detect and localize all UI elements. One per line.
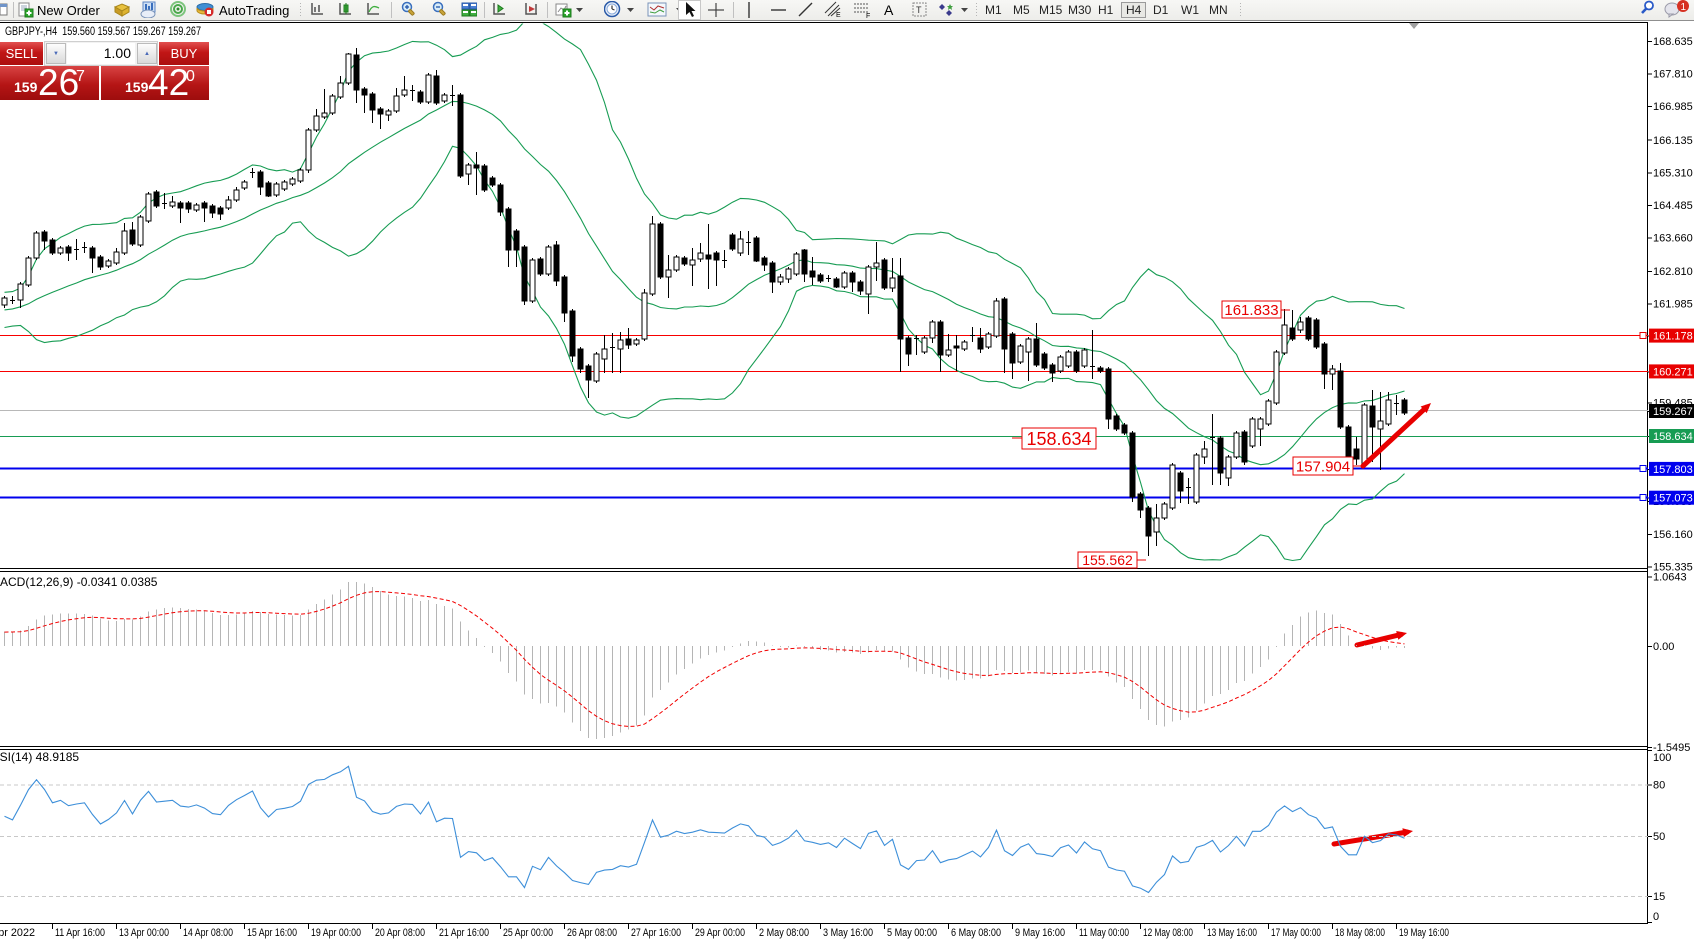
- svg-text:F: F: [866, 13, 870, 19]
- svg-text:12 May 08:00: 12 May 08:00: [1143, 927, 1193, 939]
- svg-text:21 Apr 16:00: 21 Apr 16:00: [439, 927, 489, 939]
- svg-text:19 May 16:00: 19 May 16:00: [1399, 927, 1449, 939]
- svg-text:E: E: [836, 12, 841, 19]
- svg-text:161.985: 161.985: [1653, 299, 1693, 311]
- svg-text:11 Apr 16:00: 11 Apr 16:00: [55, 927, 105, 939]
- svg-text:MACD(12,26,9) -0.0341 0.0385: MACD(12,26,9) -0.0341 0.0385: [0, 575, 158, 589]
- svg-text:29 Apr 00:00: 29 Apr 00:00: [695, 927, 745, 939]
- svg-text:165.310: 165.310: [1653, 167, 1693, 179]
- svg-text:167.810: 167.810: [1653, 69, 1693, 81]
- svg-text:17 May 00:00: 17 May 00:00: [1271, 927, 1321, 939]
- svg-text:168.635: 168.635: [1653, 36, 1693, 48]
- svg-text:13 May 16:00: 13 May 16:00: [1207, 927, 1257, 939]
- svg-text:Apr 2022: Apr 2022: [0, 927, 35, 939]
- svg-text:RSI(14) 48.9185: RSI(14) 48.9185: [0, 750, 79, 764]
- svg-text:1: 1: [1681, 2, 1687, 13]
- svg-text:15: 15: [1653, 891, 1665, 903]
- svg-text:166.135: 166.135: [1653, 135, 1693, 147]
- svg-text:27 Apr 16:00: 27 Apr 16:00: [631, 927, 681, 939]
- svg-text:6 May 08:00: 6 May 08:00: [951, 927, 1001, 939]
- svg-text:18 May 08:00: 18 May 08:00: [1335, 927, 1385, 939]
- svg-text:0: 0: [1653, 911, 1659, 923]
- svg-text:166.985: 166.985: [1653, 101, 1693, 113]
- svg-text:161.178: 161.178: [1653, 331, 1693, 343]
- svg-text:2 May 08:00: 2 May 08:00: [759, 927, 809, 939]
- svg-text:163.660: 163.660: [1653, 233, 1693, 245]
- svg-text:159.267: 159.267: [1653, 406, 1693, 418]
- svg-text:80: 80: [1653, 779, 1665, 791]
- svg-text:156.160: 156.160: [1653, 529, 1693, 541]
- svg-text:13 Apr 00:00: 13 Apr 00:00: [119, 927, 169, 939]
- svg-text:160.271: 160.271: [1653, 366, 1693, 378]
- svg-text:11 May 00:00: 11 May 00:00: [1079, 927, 1129, 939]
- svg-text:26 Apr 08:00: 26 Apr 08:00: [567, 927, 617, 939]
- svg-text:25 Apr 00:00: 25 Apr 00:00: [503, 927, 553, 939]
- svg-text:19 Apr 00:00: 19 Apr 00:00: [311, 927, 361, 939]
- svg-text:15 Apr 16:00: 15 Apr 16:00: [247, 927, 297, 939]
- svg-text:158.634: 158.634: [1026, 429, 1091, 449]
- svg-text:9 May 16:00: 9 May 16:00: [1015, 927, 1065, 939]
- svg-text:5 May 00:00: 5 May 00:00: [887, 927, 937, 939]
- svg-text:164.485: 164.485: [1653, 200, 1693, 212]
- svg-text:GBPJPY-,H4 159.560 159.567 15: GBPJPY-,H4 159.560 159.567 159.267 159.2…: [5, 26, 201, 38]
- svg-text:158.634: 158.634: [1653, 431, 1693, 443]
- svg-text:T: T: [916, 5, 922, 15]
- svg-text:14 Apr 08:00: 14 Apr 08:00: [183, 927, 233, 939]
- svg-text:161.833: 161.833: [1224, 302, 1278, 319]
- svg-text:100: 100: [1653, 752, 1671, 764]
- svg-text:155.562: 155.562: [1082, 552, 1133, 568]
- svg-text:157.904: 157.904: [1296, 458, 1350, 475]
- svg-text:50: 50: [1653, 831, 1665, 843]
- svg-text:0.00: 0.00: [1653, 641, 1674, 653]
- svg-text:-1.5495: -1.5495: [1653, 742, 1690, 754]
- svg-text:157.803: 157.803: [1653, 464, 1693, 476]
- svg-text:157.073: 157.073: [1653, 493, 1693, 505]
- svg-text:20 Apr 08:00: 20 Apr 08:00: [375, 927, 425, 939]
- svg-text:3 May 16:00: 3 May 16:00: [823, 927, 873, 939]
- svg-text:1.0643: 1.0643: [1653, 572, 1687, 584]
- svg-text:155.335: 155.335: [1653, 561, 1693, 573]
- svg-text:162.810: 162.810: [1653, 266, 1693, 278]
